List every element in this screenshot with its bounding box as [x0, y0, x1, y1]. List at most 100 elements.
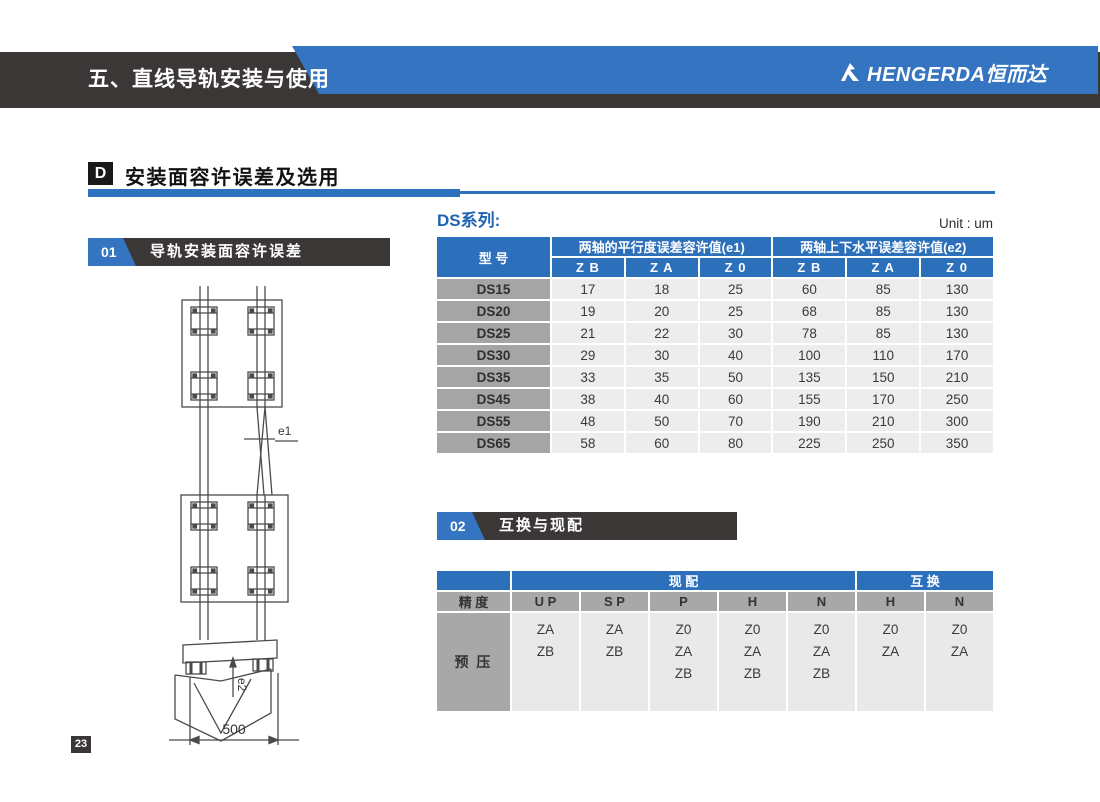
value-cell: 60 [773, 279, 846, 299]
brand-logo-icon [841, 63, 859, 81]
value-cell: 85 [847, 279, 920, 299]
subheader: Z B [773, 258, 846, 277]
tolerance-table: 型 号 两轴的平行度误差容许值(e1) 两轴上下水平误差容许值(e2) Z B … [435, 235, 995, 455]
value-cell: 60 [625, 433, 698, 453]
grade-header: N [788, 592, 855, 611]
value-cell: 25 [699, 301, 772, 321]
table-row: DS45 38 40 60 155 170 250 [437, 389, 993, 409]
block01-number: 01 [88, 238, 136, 266]
brand-text: HENGERDA恒而达 [867, 63, 1047, 86]
precision-header: 精 度 [437, 592, 510, 611]
header-blue-banner [292, 46, 1098, 94]
matched-group-header: 现 配 [512, 571, 855, 590]
preload-cell: Z0 ZA ZB [788, 613, 855, 711]
table-row: DS55 48 50 70 190 210 300 [437, 411, 993, 431]
table-row: DS35 33 35 50 135 150 210 [437, 367, 993, 387]
table-row: DS25 21 22 30 78 85 130 [437, 323, 993, 343]
value-cell: 85 [847, 301, 920, 321]
section-underline-thick [88, 189, 460, 197]
value-cell: 78 [773, 323, 846, 343]
value-cell: 80 [699, 433, 772, 453]
value-cell: 250 [921, 389, 993, 409]
table-row: DS65 58 60 80 225 250 350 [437, 433, 993, 453]
grade-header: S P [581, 592, 648, 611]
value-cell: 19 [552, 301, 624, 321]
ds-series-label: DS系列: [437, 211, 501, 230]
subheader: Z A [847, 258, 920, 277]
grade-header: N [926, 592, 993, 611]
model-cell: DS15 [437, 279, 550, 299]
model-cell: DS35 [437, 367, 550, 387]
subheader: Z B [552, 258, 624, 277]
value-cell: 110 [847, 345, 920, 365]
value-cell: 30 [625, 345, 698, 365]
value-cell: 350 [921, 433, 993, 453]
section-underline-thin [460, 191, 995, 194]
preload-cell: ZA ZB [512, 613, 579, 711]
value-cell: 35 [625, 367, 698, 387]
block01-title: 导轨安装面容许误差 [150, 243, 304, 260]
value-cell: 68 [773, 301, 846, 321]
value-cell: 100 [773, 345, 846, 365]
model-cell: DS20 [437, 301, 550, 321]
value-cell: 130 [921, 323, 993, 343]
value-cell: 60 [699, 389, 772, 409]
value-cell: 29 [552, 345, 624, 365]
e2-dimension-label: e2 [235, 678, 249, 692]
page-header-title: 五、直线导轨安装与使用 [88, 68, 330, 91]
grade-header: H [719, 592, 786, 611]
value-cell: 225 [773, 433, 846, 453]
grade-header: U P [512, 592, 579, 611]
value-cell: 210 [847, 411, 920, 431]
block01-label-bar: 01 导轨安装面容许误差 [88, 238, 390, 266]
value-cell: 58 [552, 433, 624, 453]
subheader: Z A [625, 258, 698, 277]
corner-cell [437, 571, 510, 590]
value-cell: 50 [699, 367, 772, 387]
value-cell: 48 [552, 411, 624, 431]
value-cell: 70 [699, 411, 772, 431]
page-number: 23 [71, 736, 91, 753]
value-cell: 170 [847, 389, 920, 409]
table-row: DS15 17 18 25 60 85 130 [437, 279, 993, 299]
model-cell: DS65 [437, 433, 550, 453]
grade-header: P [650, 592, 717, 611]
table-grade-row: 精 度 U P S P P H N H N [437, 592, 993, 611]
model-cell: DS30 [437, 345, 550, 365]
preload-row: 预 压 ZA ZB ZA ZB Z0 ZA ZB Z0 ZA ZB Z0 ZA ZB Z0 ZA [437, 613, 993, 711]
model-cell: DS55 [437, 411, 550, 431]
model-cell: DS45 [437, 389, 550, 409]
value-cell: 155 [773, 389, 846, 409]
value-cell: 20 [625, 301, 698, 321]
interchange-table: 现 配 互 换 精 度 U P S P P H N H N 预 压 ZA ZB Z… [435, 569, 995, 713]
value-cell: 21 [552, 323, 624, 343]
value-cell: 130 [921, 301, 993, 321]
table-row: DS30 29 30 40 100 110 170 [437, 345, 993, 365]
model-cell: DS25 [437, 323, 550, 343]
block02-number: 02 [437, 512, 485, 540]
model-column-header: 型 号 [437, 237, 550, 277]
table-header-row: 型 号 两轴的平行度误差容许值(e1) 两轴上下水平误差容许值(e2) [437, 237, 993, 277]
value-cell: 85 [847, 323, 920, 343]
value-cell: 250 [847, 433, 920, 453]
value-cell: 30 [699, 323, 772, 343]
value-cell: 18 [625, 279, 698, 299]
brand-logo: HENGERDA恒而达 [840, 50, 1047, 94]
value-cell: 22 [625, 323, 698, 343]
value-cell: 17 [552, 279, 624, 299]
unit-label: Unit : um [938, 216, 993, 231]
value-cell: 135 [773, 367, 846, 387]
preload-label: 预 压 [437, 613, 510, 711]
table-subheader-row: Z B Z A Z 0 Z B Z A Z 0 [437, 258, 993, 277]
interchange-group-header: 互 换 [857, 571, 993, 590]
value-cell: 50 [625, 411, 698, 431]
parallelism-group-header: 两轴的平行度误差容许值(e1) [552, 237, 772, 256]
preload-cell: Z0 ZA ZB [719, 613, 786, 711]
value-cell: 300 [921, 411, 993, 431]
value-cell: 130 [921, 279, 993, 299]
section-title: 安装面容许误差及选用 [125, 167, 340, 189]
value-cell: 150 [847, 367, 920, 387]
preload-cell: Z0 ZA [926, 613, 993, 711]
value-cell: 25 [699, 279, 772, 299]
block02-title: 互换与现配 [499, 517, 585, 534]
